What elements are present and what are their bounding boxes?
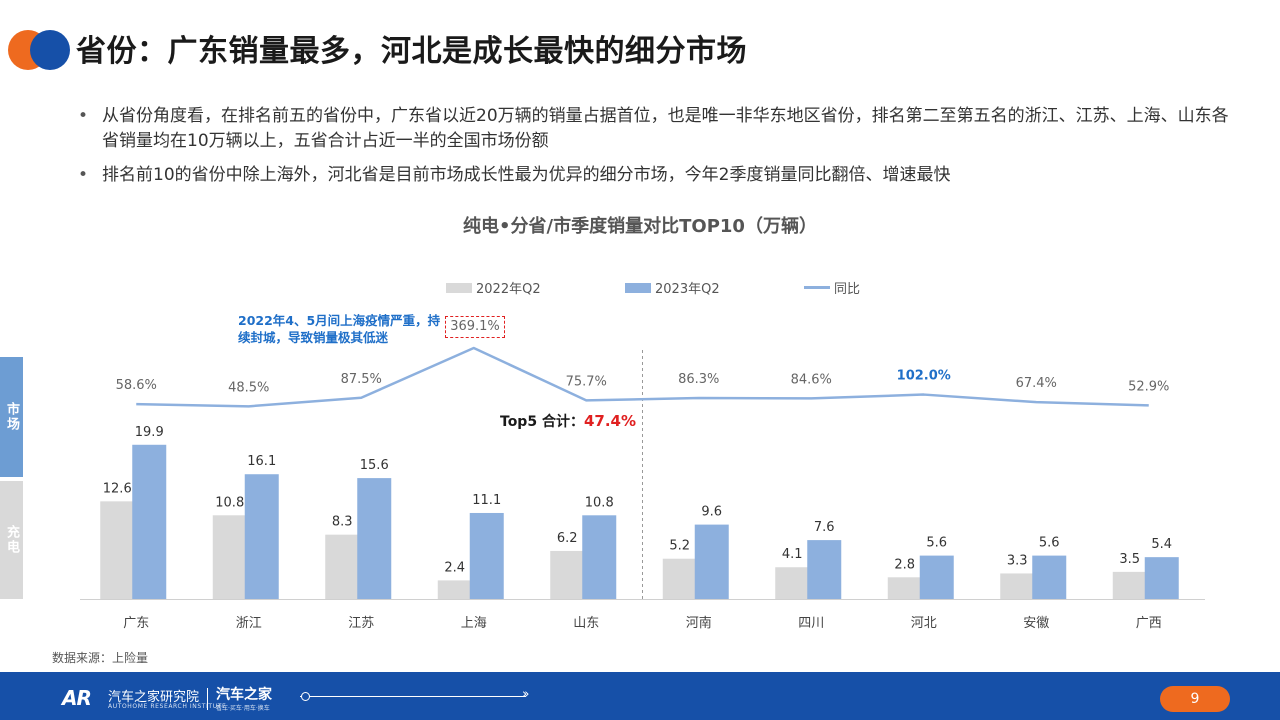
x-tick-label: 江苏 bbox=[348, 615, 374, 631]
x-tick-label: 浙江 bbox=[236, 616, 262, 631]
bar-2022 bbox=[550, 550, 585, 599]
yoy-label: 67.4% bbox=[1016, 376, 1057, 391]
x-tick-label: 上海 bbox=[461, 616, 487, 631]
x-tick-label: 四川 bbox=[798, 616, 824, 631]
data-label-2022: 6.2 bbox=[557, 531, 578, 546]
brand-dots-icon bbox=[8, 30, 72, 70]
data-label-2023: 16.1 bbox=[247, 454, 276, 469]
data-label-2023: 9.6 bbox=[701, 505, 722, 520]
blue-dot-icon bbox=[30, 30, 70, 70]
page-title: 省份：广东销量最多，河北是成长最快的细分市场 bbox=[76, 34, 747, 69]
top5-label: Top5 合计： bbox=[500, 414, 584, 430]
bar-2023 bbox=[357, 478, 392, 599]
page-number-badge: 9 bbox=[1160, 686, 1230, 712]
data-label-2022: 10.8 bbox=[215, 495, 244, 510]
legend-item-yoy: 同比 bbox=[804, 278, 860, 297]
bar-2023 bbox=[1144, 557, 1179, 599]
legend-label-2023: 2023年Q2 bbox=[655, 282, 720, 297]
bar-2022 bbox=[775, 567, 810, 599]
footer-brand-sub: 看车·买车·用车·换车 bbox=[216, 705, 270, 712]
legend-label-yoy: 同比 bbox=[834, 282, 861, 297]
footer-arc bbox=[0, 672, 1280, 720]
data-label-2022: 5.2 bbox=[669, 539, 690, 554]
x-tick-label: 河北 bbox=[911, 616, 937, 631]
data-label-2023: 5.6 bbox=[1039, 536, 1060, 551]
data-label-2023: 5.4 bbox=[1151, 537, 1172, 552]
bar-2023 bbox=[919, 555, 954, 599]
bar-2023 bbox=[1032, 555, 1067, 599]
data-label-2023: 10.8 bbox=[585, 495, 614, 510]
top5-summary: Top5 合计：47.4% bbox=[500, 411, 636, 431]
chart-legend: 2022年Q2 2023年Q2 同比 bbox=[0, 278, 1280, 298]
double-chevron-right-icon: ›› bbox=[522, 687, 530, 702]
x-tick-label: 河南 bbox=[686, 615, 712, 631]
bullet-item: 从省份角度看，在排名前五的省份中，广东省以近20万辆的销量占据首位，也是唯一非华… bbox=[78, 104, 1238, 154]
bar-2022 bbox=[325, 534, 360, 599]
footer-bar bbox=[0, 672, 1280, 720]
bar-2023 bbox=[694, 524, 729, 599]
bullet-list: 从省份角度看，在排名前五的省份中，广东省以近20万辆的销量占据首位，也是唯一非华… bbox=[78, 104, 1238, 197]
data-label-2022: 12.6 bbox=[103, 481, 132, 496]
progress-track bbox=[300, 696, 526, 697]
x-tick-label: 山东 bbox=[573, 616, 599, 631]
yoy-label: 48.5% bbox=[228, 380, 269, 395]
data-label-2022: 3.3 bbox=[1007, 553, 1028, 568]
yoy-label: 84.6% bbox=[791, 372, 832, 387]
data-label-2023: 5.6 bbox=[926, 536, 947, 551]
peak-value-box: 369.1% bbox=[445, 316, 505, 338]
bar-2023 bbox=[807, 540, 842, 599]
shanghai-annotation: 2022年4、5月间上海疫情严重，持续封城，导致销量极其低迷 bbox=[238, 313, 441, 345]
data-label-2022: 2.8 bbox=[894, 557, 915, 572]
data-label-2023: 19.9 bbox=[135, 425, 164, 440]
top5-value: 47.4% bbox=[583, 412, 636, 430]
chart-canvas: 12.6 19.9 广东 10.8 16.1 浙江 8.3 15.6 江苏 2.4 11.1 上海 6.… bbox=[80, 346, 1205, 631]
data-label-2023: 11.1 bbox=[472, 493, 501, 508]
yoy-line bbox=[136, 346, 1149, 408]
legend-line-yoy bbox=[804, 286, 830, 289]
yoy-label: 58.6% bbox=[116, 378, 157, 393]
yoy-label: 102.0% bbox=[897, 369, 951, 384]
yoy-label: 86.3% bbox=[678, 372, 719, 387]
data-label-2022: 2.4 bbox=[444, 560, 465, 575]
bullet-item: 排名前10的省份中除上海外，河北省是目前市场成长性最为优异的细分市场，今年2季度… bbox=[78, 163, 1238, 188]
x-tick-label: 安徽 bbox=[1023, 616, 1049, 631]
footer-brand: 汽车之家 bbox=[216, 687, 272, 703]
data-label-2022: 3.5 bbox=[1119, 552, 1140, 567]
legend-item-2022: 2022年Q2 bbox=[446, 278, 541, 297]
bar-2022 bbox=[1000, 573, 1035, 599]
x-tick-label: 广东 bbox=[123, 616, 149, 631]
autohome-research-logo: AR bbox=[62, 686, 92, 710]
footer-institute-en: AUTOHOME RESEARCH INSTITUTE bbox=[108, 703, 227, 710]
yoy-label: 52.9% bbox=[1128, 379, 1169, 394]
legend-label-2022: 2022年Q2 bbox=[476, 282, 541, 297]
bar-2023 bbox=[469, 512, 504, 599]
data-label-2023: 7.6 bbox=[814, 520, 835, 535]
bar-2022 bbox=[212, 515, 247, 599]
footer-institute: 汽车之家研究院 bbox=[108, 690, 200, 705]
legend-item-2023: 2023年Q2 bbox=[625, 278, 720, 297]
x-tick-label: 广西 bbox=[1136, 616, 1162, 631]
legend-swatch-2023 bbox=[625, 282, 651, 293]
bar-2022 bbox=[437, 580, 472, 599]
bar-2022 bbox=[100, 501, 135, 599]
data-label-2022: 4.1 bbox=[782, 547, 803, 562]
chart-title: 纯电•分省/市季度销量对比TOP10（万辆） bbox=[463, 216, 817, 237]
progress-knob-icon bbox=[301, 692, 310, 701]
data-source: 数据来源：上险量 bbox=[52, 651, 149, 665]
data-label-2023: 15.6 bbox=[360, 458, 389, 473]
legend-swatch-2022 bbox=[446, 282, 472, 293]
footer-divider bbox=[207, 688, 208, 710]
data-label-2022: 8.3 bbox=[332, 515, 353, 530]
bar-2023 bbox=[244, 474, 279, 599]
side-tab-charging: 充电 bbox=[0, 481, 23, 599]
side-tab-market: 市场 bbox=[0, 357, 23, 477]
bar-2023 bbox=[132, 444, 167, 599]
bar-2022 bbox=[662, 558, 697, 599]
bar-2022 bbox=[1112, 571, 1147, 599]
yoy-label: 75.7% bbox=[566, 374, 607, 389]
yoy-label: 87.5% bbox=[341, 372, 382, 387]
bar-2022 bbox=[887, 577, 922, 599]
bar-2023 bbox=[582, 515, 617, 599]
